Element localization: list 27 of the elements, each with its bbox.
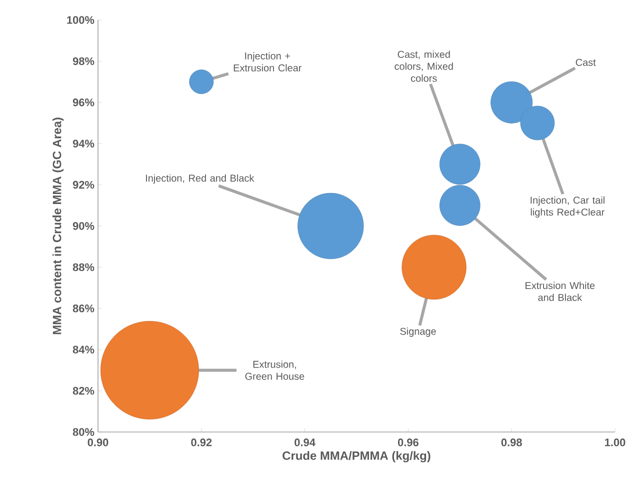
annotation: Cast, mixed colors, Mixed colors [394,50,453,82]
y-tick-label: 100% [67,16,94,24]
y-tick-label: 80% [72,428,94,436]
annotation: Signage [400,328,436,337]
y-tick-label: 98% [72,57,94,66]
y-tick-label: 90% [72,222,94,230]
x-tick-label: 0.94 [294,438,316,446]
y-tick-label: 82% [72,386,94,395]
annotation: Injection, Red and Black [146,174,254,184]
y-tick-label: 96% [72,98,94,106]
y-tick-label: 92% [72,180,94,189]
x-tick-label: 0.96 [398,438,418,446]
y-tick-label: 88% [72,263,94,272]
annotation: Injection + Extrusion Clear [234,52,302,72]
annotation: Cast [576,58,596,66]
x-tick-label: 0.92 [191,438,212,446]
annotation: Extrusion White and Black [526,282,595,302]
x-axis-title: Crude MMA/PMMA (kg/kg) [282,451,430,462]
y-axis-title: MMA content in Crude MMA (GC Area) [52,118,64,334]
x-tick-label: 0.98 [501,438,522,446]
y-tick-label: 84% [72,346,94,354]
annotation: Injection, Car tail lights Red+Clear [530,196,605,218]
y-tick-label: 86% [72,304,94,312]
x-tick-label: 1.00 [605,438,626,446]
x-tick-label: 0.90 [88,438,108,446]
y-tick-label: 94% [72,140,94,148]
annotation: Extrusion, Green House [245,360,304,380]
